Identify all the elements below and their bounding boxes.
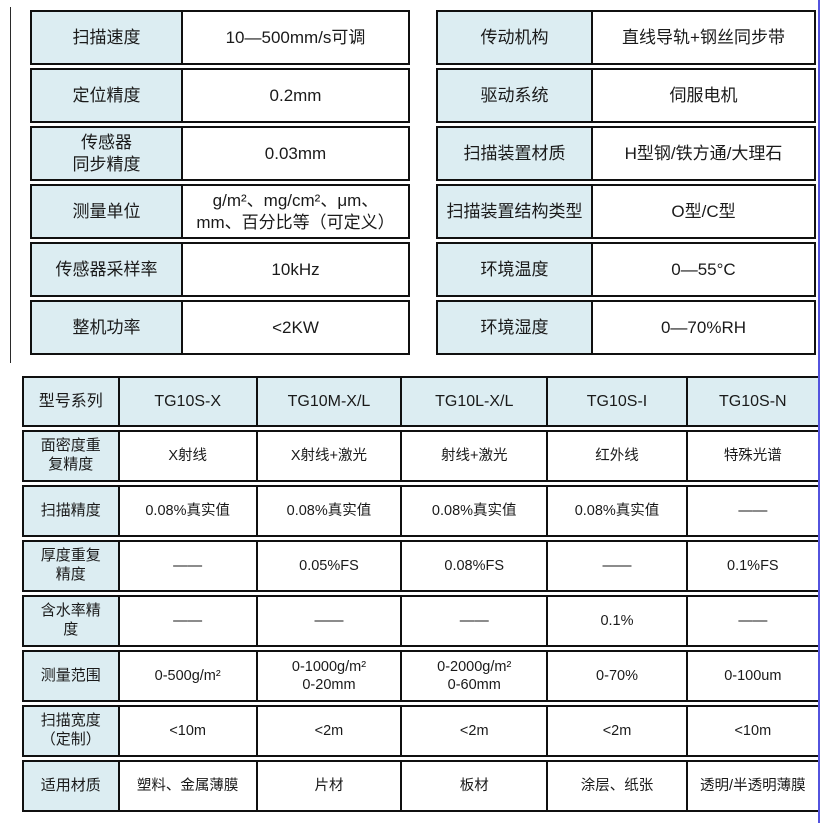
spec-row-label: 测量单位	[30, 184, 183, 239]
model-cell: ——	[117, 540, 258, 592]
general-spec-table-right: 传动机构 直线导轨+钢丝同步带 驱动系统 伺服电机 扫描装置材质 H型钢/铁方通/大理石扫…	[436, 10, 816, 355]
model-cell: 0-2000g/m² 0-60mm	[400, 650, 549, 702]
spec-row-value: 0.2mm	[181, 68, 410, 123]
model-row-label: 厚度重复 精度	[22, 540, 120, 592]
model-table-header-cell: TG10S-N	[685, 376, 820, 427]
spec-row: 整机功率 <2KW	[30, 300, 410, 355]
spec-row: 环境湿度 0—70%RH	[436, 300, 816, 355]
model-cell: ——	[685, 595, 820, 647]
model-cell: 0.08%真实值	[255, 485, 403, 537]
model-table-header-cell: TG10L-X/L	[400, 376, 549, 427]
model-row-label: 测量范围	[22, 650, 120, 702]
model-table-header-cell: TG10M-X/L	[255, 376, 403, 427]
model-cell: ——	[400, 595, 549, 647]
model-table-header-row: 型号系列 TG10S-X TG10M-X/L TG10L-X/L TG10S-I TG10…	[22, 376, 820, 427]
model-table-row: 扫描精度 0.08%真实值 0.08%真实值 0.08%真实值 0.08%真实值 ——	[22, 485, 820, 537]
model-table-row: 厚度重复 精度 —— 0.05%FS 0.08%FS —— 0.1%FS	[22, 540, 820, 592]
spec-row-label: 环境温度	[436, 242, 593, 297]
model-cell: <2m	[400, 705, 549, 757]
spec-row-value: 0—55°C	[591, 242, 816, 297]
model-cell: 特殊光谱	[685, 430, 820, 482]
model-cell: <2m	[255, 705, 403, 757]
model-table-header-cell: 型号系列	[22, 376, 120, 427]
spec-row: 定位精度 0.2mm	[30, 68, 410, 123]
model-row-label: 含水率精 度	[22, 595, 120, 647]
model-cell: <2m	[546, 705, 688, 757]
model-cell: 0-1000g/m² 0-20mm	[255, 650, 403, 702]
spec-row: 传动机构 直线导轨+钢丝同步带	[436, 10, 816, 65]
spec-row: 测量单位 g/m²、mg/cm²、μm、 mm、百分比等（可定义）	[30, 184, 410, 239]
spec-row-label: 驱动系统	[436, 68, 593, 123]
spec-row: 扫描装置材质 H型钢/铁方通/大理石	[436, 126, 816, 181]
model-table-row: 含水率精 度 —— —— —— 0.1% ——	[22, 595, 820, 647]
model-cell: 涂层、纸张	[546, 760, 688, 812]
spec-row-value: H型钢/铁方通/大理石	[591, 126, 816, 181]
model-cell: ——	[255, 595, 403, 647]
model-table-header-cell: TG10S-I	[546, 376, 688, 427]
spec-row-value: 0.03mm	[181, 126, 410, 181]
spec-row-value: 10—500mm/s可调	[181, 10, 410, 65]
model-cell: 透明/半透明薄膜	[685, 760, 820, 812]
spec-row: 环境温度 0—55°C	[436, 242, 816, 297]
spec-row-label: 扫描速度	[30, 10, 183, 65]
outer-frame-left-line	[10, 7, 11, 363]
model-cell: 0.05%FS	[255, 540, 403, 592]
model-cell: 0.1%	[546, 595, 688, 647]
model-cell: ——	[546, 540, 688, 592]
model-cell: X射线+激光	[255, 430, 403, 482]
model-cell: 0-500g/m²	[117, 650, 258, 702]
spec-row-value: 直线导轨+钢丝同步带	[591, 10, 816, 65]
model-cell: 0.08%真实值	[546, 485, 688, 537]
model-cell: 红外线	[546, 430, 688, 482]
spec-row-label: 传动机构	[436, 10, 593, 65]
page-boundary-line	[818, 0, 820, 823]
spec-row-value: O型/C型	[591, 184, 816, 239]
model-row-label: 适用材质	[22, 760, 120, 812]
model-cell: 片材	[255, 760, 403, 812]
model-table-row: 适用材质 塑料、金属薄膜 片材 板材 涂层、纸张 透明/半透明薄膜	[22, 760, 820, 812]
model-cell: ——	[685, 485, 820, 537]
spec-row-label: 定位精度	[30, 68, 183, 123]
spec-row-value: g/m²、mg/cm²、μm、 mm、百分比等（可定义）	[181, 184, 410, 239]
spec-row: 扫描速度 10—500mm/s可调	[30, 10, 410, 65]
model-cell: <10m	[117, 705, 258, 757]
spec-row-label: 扫描装置结构类型	[436, 184, 593, 239]
model-cell: 塑料、金属薄膜	[117, 760, 258, 812]
model-cell: <10m	[685, 705, 820, 757]
spec-row: 传感器 同步精度 0.03mm	[30, 126, 410, 181]
spec-row: 传感器采样率 10kHz	[30, 242, 410, 297]
model-cell: 射线+激光	[400, 430, 549, 482]
model-table-header-cell: TG10S-X	[117, 376, 258, 427]
model-table-row: 扫描宽度 （定制） <10m <2m <2m <2m <10m	[22, 705, 820, 757]
model-cell: 板材	[400, 760, 549, 812]
model-table-row: 面密度重 复精度 X射线 X射线+激光 射线+激光 红外线 特殊光谱	[22, 430, 820, 482]
model-series-comparison-table: 型号系列 TG10S-X TG10M-X/L TG10L-X/L TG10S-I TG10…	[22, 376, 820, 812]
model-row-label: 面密度重 复精度	[22, 430, 120, 482]
spec-row-label: 整机功率	[30, 300, 183, 355]
spec-row-label: 传感器采样率	[30, 242, 183, 297]
spec-row-label: 环境湿度	[436, 300, 593, 355]
model-cell: 0-100um	[685, 650, 820, 702]
model-table-row: 测量范围 0-500g/m² 0-1000g/m² 0-20mm 0-2000g/m²…	[22, 650, 820, 702]
spec-row-label: 扫描装置材质	[436, 126, 593, 181]
spec-row-label: 传感器 同步精度	[30, 126, 183, 181]
spec-row-value: 0—70%RH	[591, 300, 816, 355]
spec-row-value: 10kHz	[181, 242, 410, 297]
spec-row-value: 伺服电机	[591, 68, 816, 123]
model-row-label: 扫描精度	[22, 485, 120, 537]
model-cell: 0.08%FS	[400, 540, 549, 592]
general-spec-table-left: 扫描速度 10—500mm/s可调 定位精度 0.2mm 传感器 同步精度 0.03mm 测…	[30, 10, 410, 355]
model-cell: X射线	[117, 430, 258, 482]
spec-row-value: <2KW	[181, 300, 410, 355]
model-cell: 0.08%真实值	[400, 485, 549, 537]
spec-row: 扫描装置结构类型 O型/C型	[436, 184, 816, 239]
model-cell: ——	[117, 595, 258, 647]
model-cell: 0.1%FS	[685, 540, 820, 592]
model-row-label: 扫描宽度 （定制）	[22, 705, 120, 757]
model-cell: 0.08%真实值	[117, 485, 258, 537]
spec-row: 驱动系统 伺服电机	[436, 68, 816, 123]
model-cell: 0-70%	[546, 650, 688, 702]
